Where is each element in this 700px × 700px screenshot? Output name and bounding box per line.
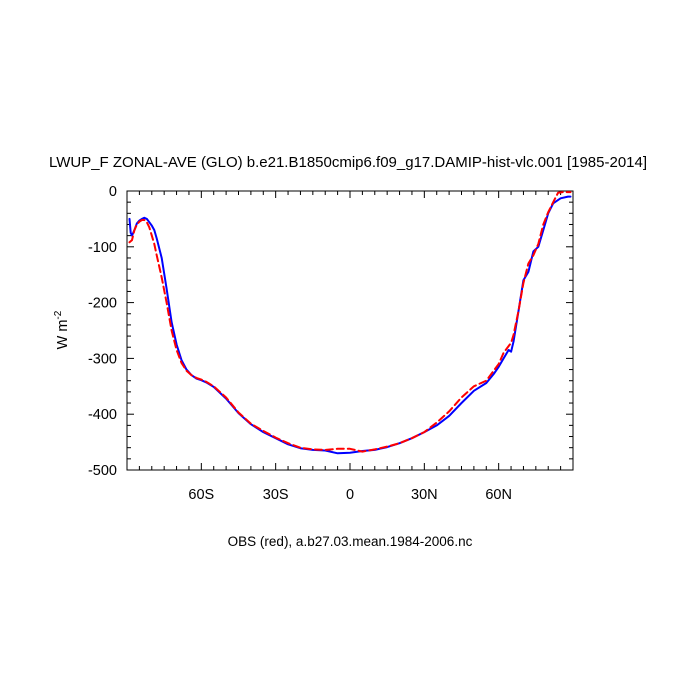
series-group [128, 191, 572, 455]
series-line-0 [128, 195, 572, 455]
y-tick-label: -200 [88, 296, 117, 312]
tick-labels: 0 -100 -200 -300 -400 -500 60S 30S 0 30N 60N [88, 184, 512, 503]
y-axis-label-sup: -2 [53, 310, 64, 319]
x-tick-label: 30N [411, 487, 438, 503]
y-axis-label: W m-2 [53, 310, 71, 349]
plot-frame [126, 190, 574, 471]
y-tick-label: -300 [88, 351, 117, 367]
chart-title: LWUP_F ZONAL-AVE (GLO) b.e21.B1850cmip6.… [49, 154, 647, 171]
x-tick-label: 0 [346, 487, 354, 503]
x-tick-label: 30S [263, 487, 289, 503]
y-tick-label: -100 [88, 240, 117, 256]
x-tick-label: 60N [485, 487, 512, 503]
y-axis-label-text: W m [55, 320, 71, 350]
x-tick-label: 60S [188, 487, 214, 503]
chart-caption: OBS (red), a.b27.03.mean.1984-2006.nc [228, 534, 473, 549]
y-tick-label: -400 [88, 407, 117, 423]
y-tick-label: 0 [109, 184, 117, 200]
ticks [127, 190, 573, 471]
y-tick-label: -500 [88, 463, 117, 479]
series-line-1 [128, 191, 572, 453]
